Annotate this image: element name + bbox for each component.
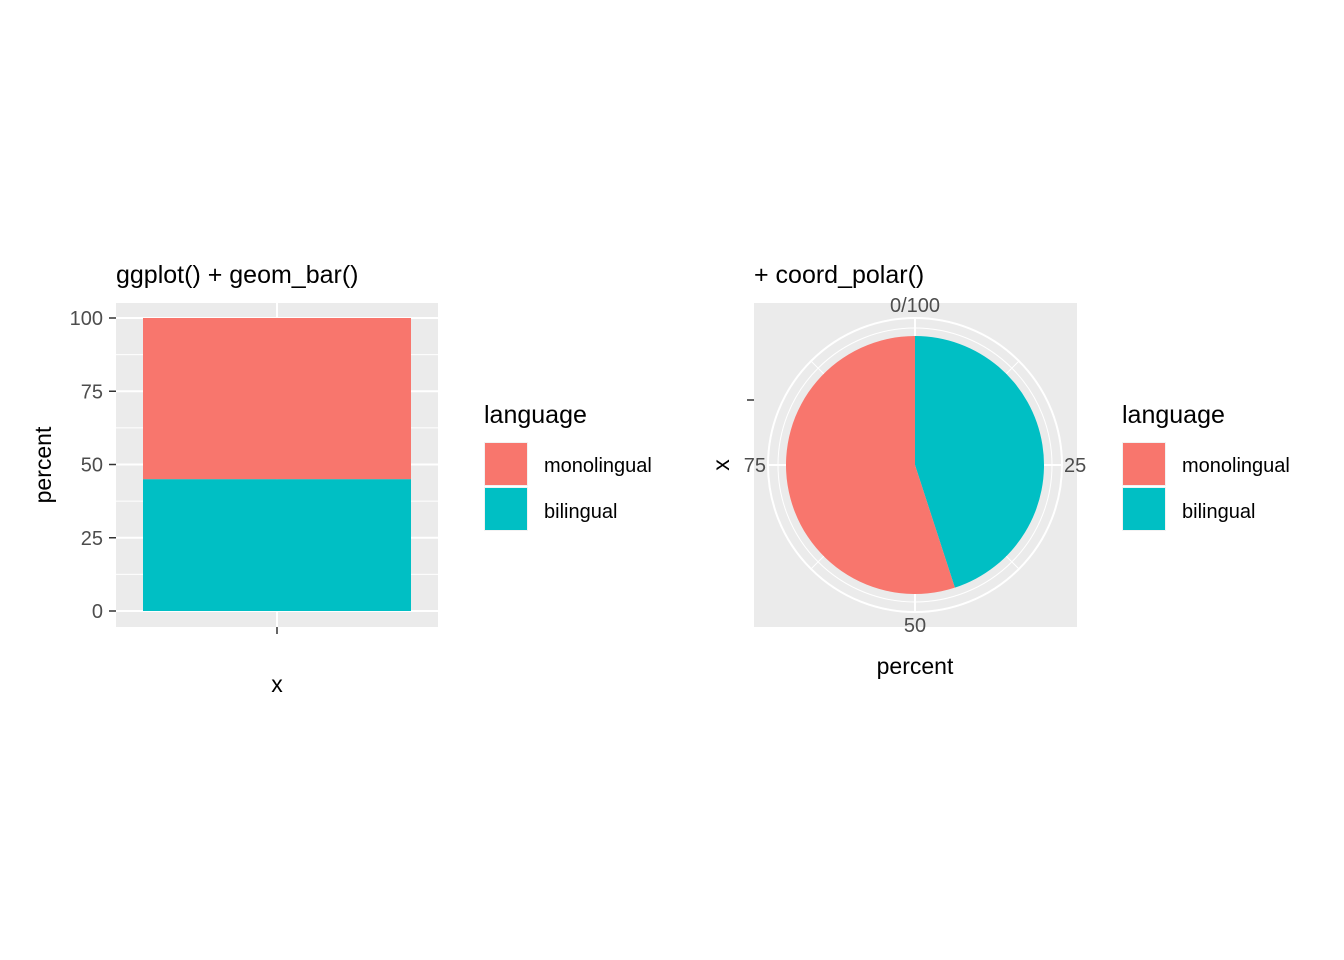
bar-legend-label-monolingual: monolingual (544, 455, 652, 477)
pie-legend-title: language (1122, 401, 1225, 429)
pie-inner-gridcircle (777, 327, 1053, 603)
bar-segment-bilingual (143, 479, 411, 611)
pie-x-axis-label: percent (877, 653, 954, 679)
bar-segment-monolingual (143, 318, 411, 480)
pie-slice-monolingual (785, 336, 955, 594)
pie-slices (785, 336, 1044, 594)
pie-legend-label-monolingual: monolingual (1182, 455, 1290, 477)
pie-theta-label: 25 (1064, 455, 1086, 477)
bar-legend: language monolingual bilingual (484, 401, 652, 531)
bar-y-tick-label: 100 (70, 308, 103, 330)
bar-y-axis-label: percent (30, 426, 56, 503)
bar-y-tick-label: 50 (81, 455, 103, 477)
pie-theta-label: 75 (744, 455, 766, 477)
bar-y-tick-label: 25 (81, 528, 103, 550)
bar-chart-title: ggplot() + geom_bar() (116, 261, 358, 289)
pie-y-axis-label: x (708, 459, 734, 471)
pie-slice-bilingual (915, 336, 1044, 588)
pie-theta-label: 0/100 (890, 295, 940, 317)
pie-legend-key-monolingual (1123, 443, 1165, 485)
bar-stack (143, 318, 411, 611)
bar-legend-key-bilingual (485, 488, 527, 530)
bar-legend-label-bilingual: bilingual (544, 501, 617, 523)
bar-x-axis-label: x (271, 671, 283, 697)
bar-y-axis: 0 25 50 75 100 (70, 308, 116, 623)
bar-chart: ggplot() + geom_bar() 0 25 50 75 100 x perce… (30, 261, 652, 697)
pie-chart-title: + coord_polar() (754, 261, 924, 289)
pie-theta-labels: 0/100 25 50 75 (744, 295, 1087, 637)
pie-chart: + coord_polar() 0/100 25 50 75 percent x la… (708, 261, 1290, 679)
pie-legend-label-bilingual: bilingual (1182, 501, 1255, 523)
bar-y-tick-label: 75 (81, 381, 103, 403)
pie-legend: language monolingual bilingual (1122, 401, 1290, 531)
pie-theta-label: 50 (904, 615, 926, 637)
bar-y-tick-label: 0 (92, 601, 103, 623)
pie-legend-key-bilingual (1123, 488, 1165, 530)
pie-outer-gridcircle (767, 317, 1063, 613)
bar-legend-title: language (484, 401, 587, 429)
bar-legend-key-monolingual (485, 443, 527, 485)
